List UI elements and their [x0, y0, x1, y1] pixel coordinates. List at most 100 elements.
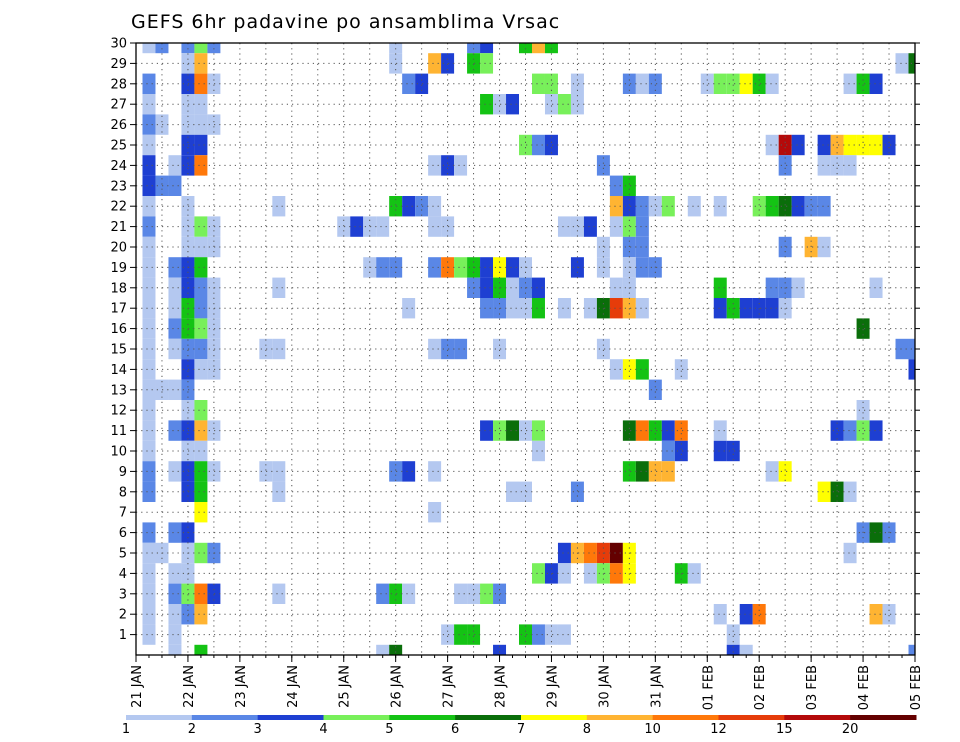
heatmap-cell [181, 400, 195, 421]
colorbar-label: 1 [122, 722, 130, 737]
heatmap-cell [272, 196, 286, 217]
heatmap-cell [713, 73, 727, 94]
heatmap-cell [635, 257, 649, 278]
heatmap-cell [194, 420, 208, 441]
heatmap-cell [142, 257, 156, 278]
heatmap-cell [674, 440, 688, 462]
heatmap-cell [544, 43, 558, 54]
heatmap-cell [557, 542, 571, 564]
y-tick-label: 27 [110, 98, 127, 113]
heatmap-cell [519, 420, 532, 441]
heatmap-cell [389, 644, 403, 655]
heatmap-cell [583, 298, 597, 319]
heatmap-cell [194, 257, 208, 278]
x-tick-label: 28 JAN [494, 665, 509, 708]
heatmap-cell [752, 196, 766, 217]
x-tick-label: 25 JAN [338, 665, 353, 708]
heatmap-cell [739, 73, 753, 94]
heatmap-cell [506, 94, 520, 115]
heatmap-cell [544, 624, 558, 645]
heatmap-cell [181, 379, 195, 400]
heatmap-cell [168, 318, 182, 339]
heatmap-cell [168, 420, 182, 441]
heatmap-cell [168, 257, 182, 278]
heatmap-cell [389, 583, 403, 604]
y-tick-label: 14 [110, 363, 127, 378]
heatmap-cell [402, 73, 416, 94]
heatmap-cell [194, 216, 208, 237]
heatmap-cell [168, 338, 182, 360]
heatmap-cell [882, 604, 896, 625]
colorbar-swatch [191, 715, 259, 720]
heatmap-cell [207, 359, 221, 380]
heatmap-cell [142, 420, 156, 441]
heatmap-cell [441, 53, 455, 74]
heatmap-cell [869, 604, 883, 625]
heatmap-cell [506, 481, 520, 502]
heatmap-cell [739, 604, 753, 625]
heatmap-cell [648, 420, 662, 441]
heatmap-cell [531, 277, 545, 298]
heatmap-cell [635, 196, 649, 217]
heatmap-cell [337, 216, 351, 237]
heatmap-cell [207, 43, 221, 54]
heatmap-cell [765, 298, 779, 319]
heatmap-cell [142, 155, 156, 176]
heatmap-cell [648, 461, 662, 482]
heatmap-cell [480, 277, 494, 298]
heatmap-cell [895, 53, 909, 74]
heatmap-cell [142, 359, 156, 380]
y-axis: 1234567891011121314151617181920212223242… [110, 37, 920, 643]
heatmap-cell [817, 481, 831, 502]
colorbar-swatch [257, 715, 324, 720]
heatmap-cell [194, 134, 208, 156]
heatmap-cell [493, 583, 507, 604]
heatmap-cell [454, 624, 468, 645]
heatmap-cell [194, 114, 208, 135]
heatmap-cell [142, 94, 156, 115]
heatmap-cell [181, 420, 195, 441]
heatmap-cell [168, 277, 182, 298]
heatmap-cell [168, 298, 182, 319]
heatmap-cell [194, 338, 208, 360]
heatmap-cell [155, 175, 169, 196]
heatmap-cell [752, 604, 766, 625]
y-tick-label: 5 [119, 547, 127, 562]
y-tick-label: 23 [110, 179, 127, 194]
heatmap-cell [609, 359, 623, 380]
heatmap-cell [493, 644, 507, 655]
heatmap-cell [869, 420, 883, 441]
heatmap-cell [843, 542, 857, 564]
heatmap-cell [272, 277, 286, 298]
y-tick-label: 1 [119, 628, 127, 643]
heatmap-cell [142, 338, 156, 360]
x-tick-label: 03 FEB [805, 665, 820, 710]
heatmap-cell [519, 624, 532, 645]
heatmap-cell [142, 277, 156, 298]
colorbar-swatch [586, 715, 654, 720]
heatmap-cell [609, 277, 623, 298]
heatmap-cell [609, 563, 623, 584]
heatmap-cell [402, 583, 416, 604]
heatmap-cell [791, 277, 805, 298]
heatmap-cell [778, 461, 792, 482]
heatmap-cell [168, 175, 182, 196]
heatmap-cell [181, 94, 195, 115]
heatmap-cell [194, 318, 208, 339]
heatmap-cell [194, 236, 208, 258]
x-tick-label: 24 JAN [286, 665, 301, 708]
heatmap-cell [752, 73, 766, 94]
heatmap-cell [467, 53, 481, 74]
heatmap-cell [142, 134, 156, 156]
heatmap-cell [635, 461, 649, 482]
heatmap-cell [713, 604, 727, 625]
chart-grid [136, 43, 915, 655]
heatmap-cell [817, 196, 831, 217]
heatmap-cell [635, 216, 649, 237]
y-tick-label: 19 [110, 261, 127, 276]
heatmap-cell [155, 43, 169, 54]
heatmap-cell [194, 542, 208, 564]
colorbar-label: 5 [385, 722, 393, 737]
heatmap-cell [493, 420, 507, 441]
heatmap-cell [687, 563, 701, 584]
